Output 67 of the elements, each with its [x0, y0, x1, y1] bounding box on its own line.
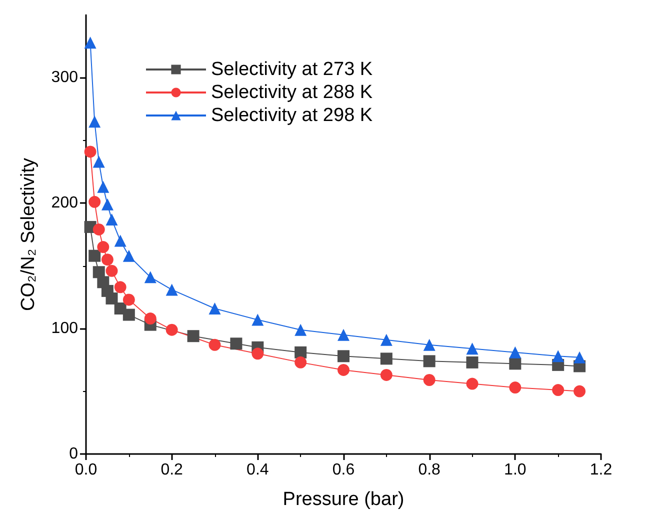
y-tick-label: 0 [69, 446, 78, 462]
x-tick-label: 0.8 [418, 462, 441, 478]
point [166, 284, 178, 296]
point [252, 314, 264, 326]
point [101, 198, 114, 210]
legend-label: Selectivity at 288 K [211, 82, 373, 103]
point [88, 250, 101, 262]
point [252, 348, 264, 360]
point [106, 292, 118, 304]
point [552, 384, 564, 396]
point [294, 324, 307, 336]
legend-label: Selectivity at 298 K [211, 105, 373, 126]
x-tick-label: 1.0 [504, 462, 526, 478]
point [122, 308, 135, 321]
point [509, 346, 522, 358]
point [114, 234, 126, 247]
point [88, 116, 101, 128]
point [423, 355, 436, 368]
point [106, 264, 118, 277]
point [106, 213, 118, 226]
point [84, 146, 96, 158]
point [294, 346, 307, 358]
point [187, 330, 200, 342]
point [97, 180, 110, 193]
point [574, 385, 586, 398]
y-tick-label: 100 [51, 320, 78, 338]
point [144, 312, 156, 325]
point [338, 328, 350, 341]
point [208, 338, 221, 351]
point [423, 374, 436, 386]
x-tick-label: 0.0 [74, 462, 98, 478]
point [97, 241, 110, 254]
point [380, 352, 392, 365]
y-axis-title: CO₂/N₂ Selectivity [18, 157, 39, 312]
legend-label: Selectivity at 273 K [211, 59, 373, 80]
point [101, 254, 114, 266]
y-tick-label: 200 [51, 194, 78, 212]
point [423, 338, 436, 351]
x-axis-title: Pressure (bar) [282, 489, 404, 510]
point [166, 324, 178, 336]
point [466, 378, 478, 390]
x-tick-label: 0.2 [160, 462, 184, 478]
point [338, 364, 350, 376]
point [466, 342, 478, 355]
point [88, 196, 101, 208]
x-tick-label: 0.6 [332, 462, 355, 478]
point [230, 338, 242, 350]
point [92, 156, 105, 168]
y-tick-label: 300 [51, 69, 78, 86]
point [208, 302, 221, 315]
point [552, 350, 564, 362]
x-tick-label: 0.4 [246, 462, 269, 478]
point [122, 294, 135, 306]
x-tick-label: 1.2 [590, 462, 612, 478]
point [92, 223, 105, 236]
point [294, 356, 307, 368]
point [144, 271, 156, 284]
point [338, 350, 350, 362]
point [84, 36, 96, 49]
point [509, 358, 522, 370]
point [466, 356, 478, 368]
point [114, 281, 126, 294]
point [380, 334, 392, 346]
point [574, 351, 586, 364]
point [380, 368, 392, 381]
point [509, 382, 522, 394]
point [122, 250, 135, 262]
